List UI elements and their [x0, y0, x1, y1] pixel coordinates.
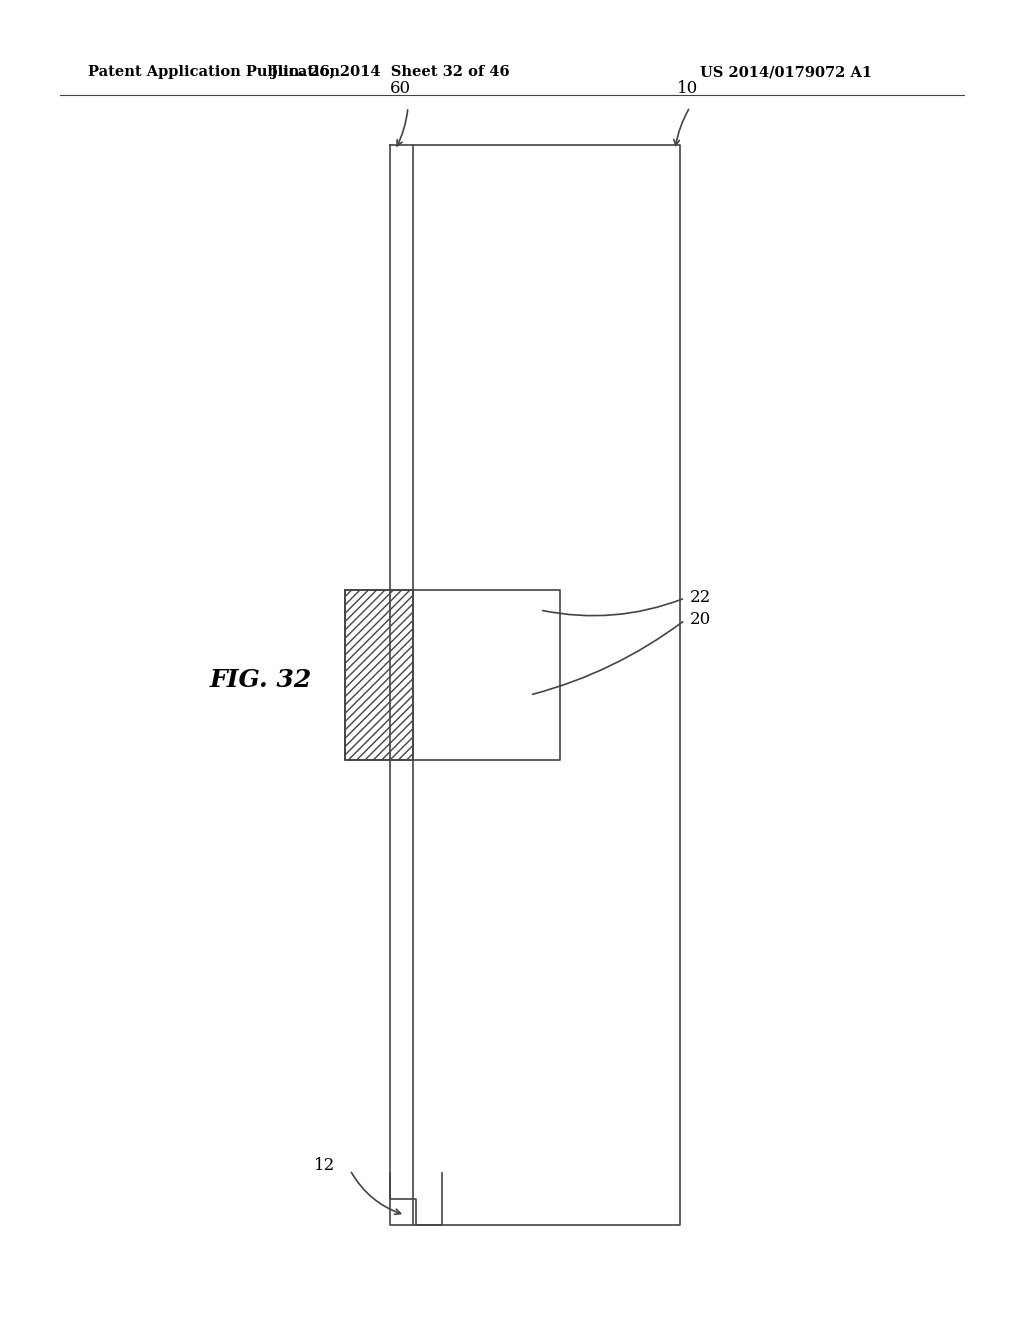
- Text: US 2014/0179072 A1: US 2014/0179072 A1: [700, 65, 872, 79]
- Text: 10: 10: [677, 81, 698, 96]
- Text: FIG. 32: FIG. 32: [210, 668, 312, 692]
- Text: Patent Application Publication: Patent Application Publication: [88, 65, 340, 79]
- Bar: [345, 590, 413, 760]
- Text: 20: 20: [690, 611, 712, 628]
- Text: Jun. 26, 2014  Sheet 32 of 46: Jun. 26, 2014 Sheet 32 of 46: [270, 65, 509, 79]
- Text: 12: 12: [313, 1156, 335, 1173]
- Text: 60: 60: [389, 81, 411, 96]
- Text: 22: 22: [690, 590, 712, 606]
